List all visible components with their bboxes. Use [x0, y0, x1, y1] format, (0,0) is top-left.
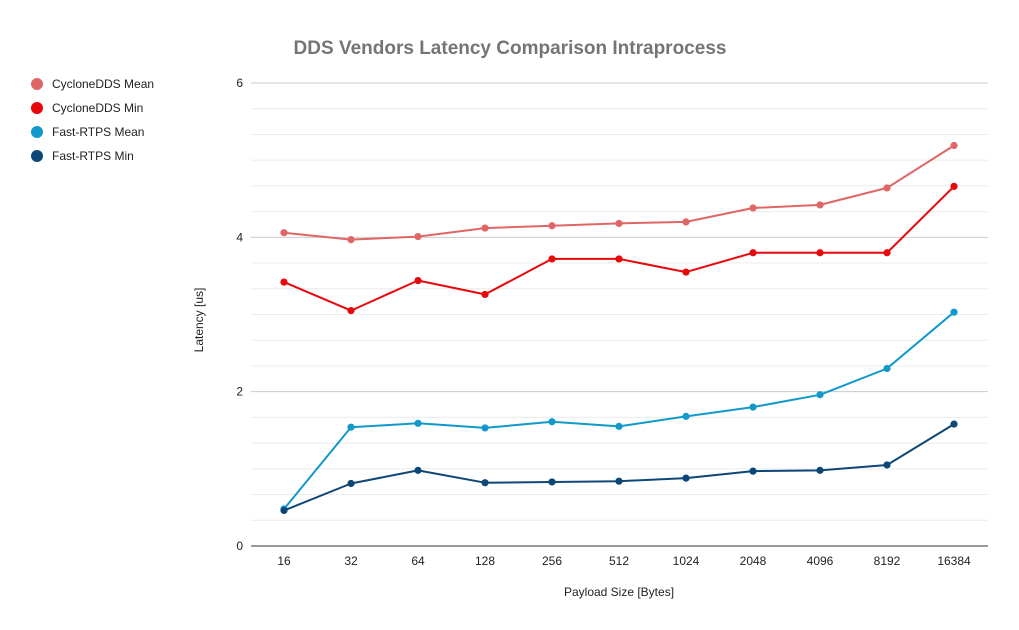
legend-label: Fast-RTPS Min [52, 149, 134, 163]
x-tick-label: 128 [475, 554, 495, 568]
data-point [347, 423, 355, 431]
data-point [481, 424, 489, 432]
legend-item: CycloneDDS Mean [31, 77, 154, 91]
data-point [481, 224, 489, 232]
legend-marker [31, 78, 43, 90]
data-point [883, 249, 891, 257]
y-tick-label: 6 [236, 76, 243, 90]
data-point [280, 278, 288, 286]
series-line [283, 185, 955, 312]
data-point [950, 308, 958, 316]
data-point [548, 255, 556, 263]
data-point [347, 307, 355, 315]
data-point [950, 182, 958, 191]
data-point [682, 268, 690, 276]
data-point [682, 474, 690, 482]
data-point [749, 249, 757, 257]
data-point [816, 466, 824, 474]
data-point [682, 218, 690, 226]
data-point [615, 477, 623, 485]
data-point [414, 276, 422, 285]
legend-marker [31, 126, 43, 138]
data-point [280, 229, 288, 237]
legend-marker [31, 150, 43, 162]
legend-label: CycloneDDS Min [52, 101, 143, 115]
x-tick-label: 8192 [874, 554, 901, 568]
data-point [280, 506, 288, 515]
data-point [414, 419, 422, 427]
x-tick-label: 64 [411, 554, 425, 568]
data-point [548, 418, 556, 426]
data-point [414, 466, 422, 474]
legend: CycloneDDS Mean CycloneDDS Min Fast-RTPS M… [31, 77, 154, 163]
data-point [347, 236, 355, 244]
chart-title: DDS Vendors Latency Comparison Intraproc… [294, 38, 727, 59]
data-point [749, 204, 757, 212]
y-tick-label: 2 [236, 385, 243, 399]
series-3 [280, 420, 958, 515]
data-point [883, 461, 891, 469]
y-tick-label: 4 [236, 230, 243, 244]
data-point [883, 184, 891, 192]
y-axis-label: Latency [us] [192, 288, 206, 353]
data-point [347, 479, 355, 488]
y-axis-ticks: 0 2 4 6 [236, 76, 243, 553]
x-tick-label: 16384 [937, 554, 971, 568]
x-tick-label: 2048 [740, 554, 767, 568]
data-point [615, 422, 623, 430]
legend-item: CycloneDDS Min [31, 101, 143, 115]
data-point [749, 403, 757, 411]
x-tick-label: 32 [344, 554, 358, 568]
data-point [548, 478, 556, 486]
x-tick-label: 16 [277, 554, 291, 568]
x-axis-ticks: 16 32 64 128 256 512 1024 2048 4096 8192 16384 [277, 554, 971, 568]
data-point [950, 141, 958, 150]
legend-item: Fast-RTPS Mean [31, 125, 144, 139]
gridlines [251, 82, 988, 521]
data-point [950, 420, 958, 428]
legend-item: Fast-RTPS Min [31, 149, 134, 163]
series-0 [280, 141, 958, 244]
data-point [816, 391, 824, 399]
x-tick-label: 1024 [673, 554, 700, 568]
series-line [283, 423, 955, 512]
series-1 [280, 182, 958, 315]
data-point [615, 255, 623, 263]
y-tick-label: 0 [236, 539, 243, 553]
legend-label: CycloneDDS Mean [52, 77, 154, 91]
data-point [481, 479, 489, 487]
x-axis-label: Payload Size [Bytes] [564, 585, 674, 599]
legend-marker [31, 102, 43, 114]
data-point [414, 232, 422, 241]
x-tick-label: 256 [542, 554, 562, 568]
data-point [481, 290, 489, 299]
data-point [816, 249, 824, 257]
data-point [615, 219, 623, 228]
data-point [682, 412, 690, 420]
x-tick-label: 512 [609, 554, 629, 568]
data-point [816, 201, 824, 209]
data-point [883, 364, 891, 373]
series-layer [280, 141, 958, 515]
series-2 [280, 308, 958, 513]
legend-label: Fast-RTPS Mean [52, 125, 144, 139]
x-tick-label: 4096 [807, 554, 834, 568]
data-point [548, 222, 556, 230]
data-point [749, 467, 757, 475]
